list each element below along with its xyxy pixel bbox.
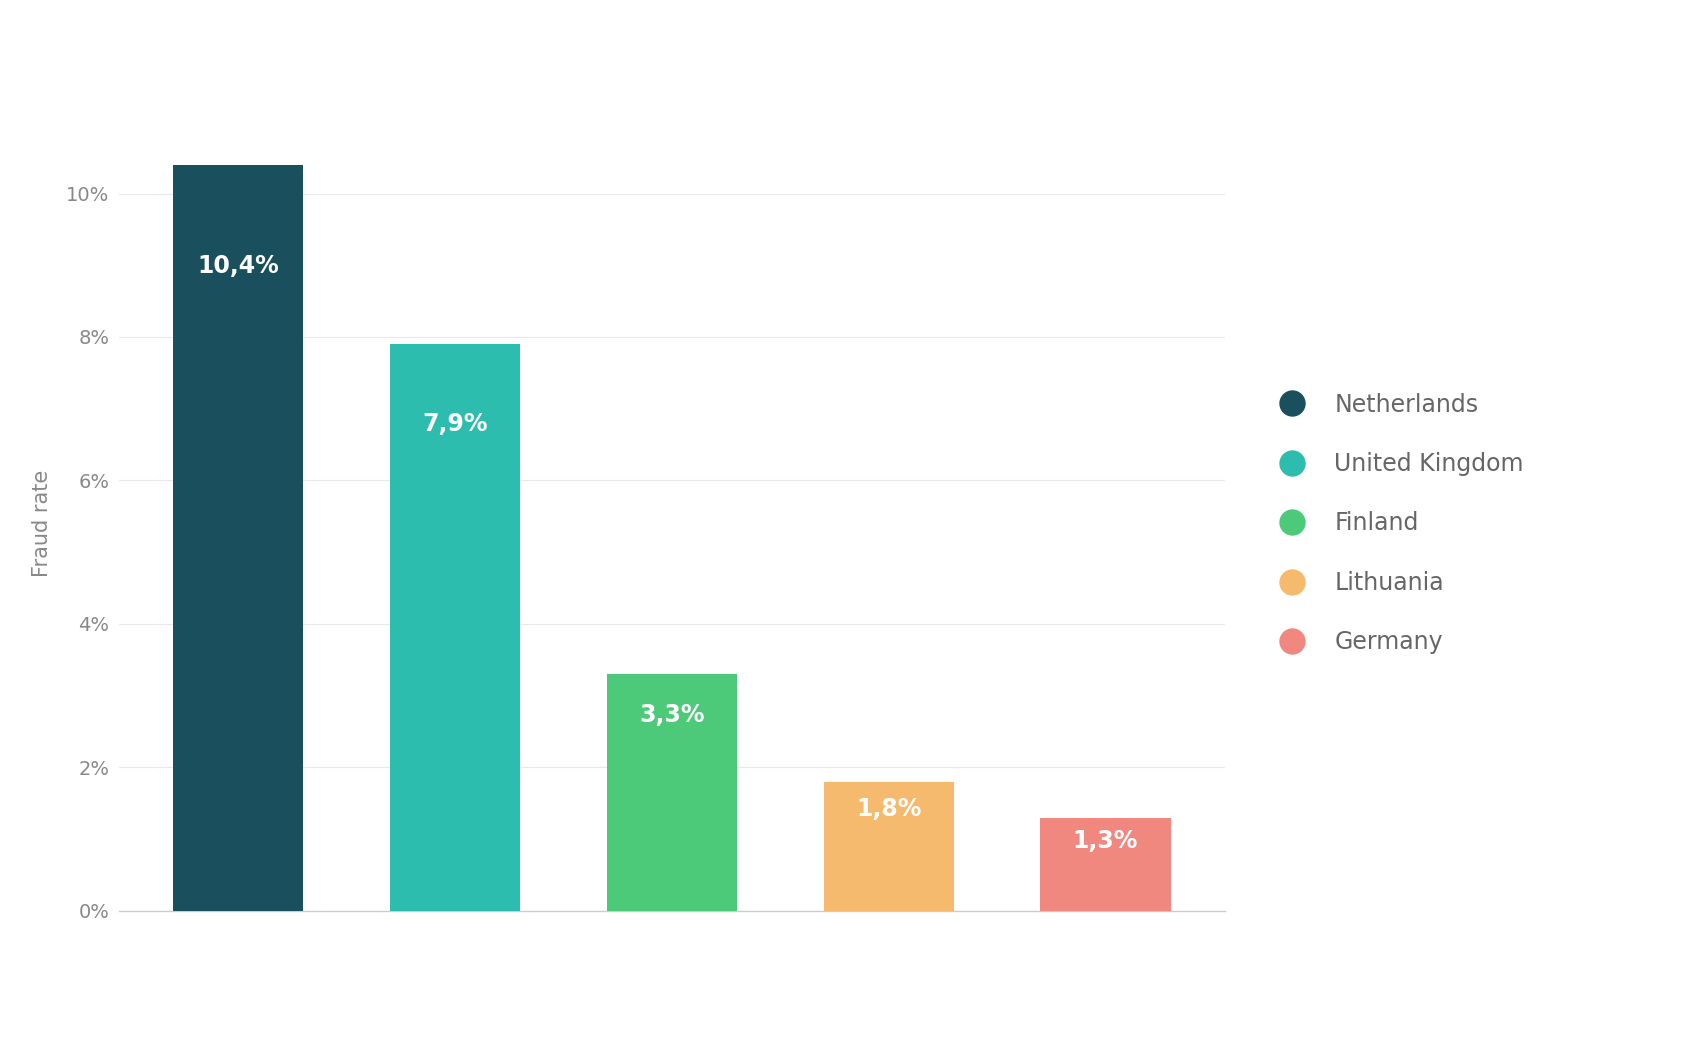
Bar — [174, 164, 303, 911]
Text: 3,3%: 3,3% — [640, 703, 704, 727]
Bar — [390, 344, 521, 911]
Legend: Netherlands, United Kingdom, Finland, Lithuania, Germany: Netherlands, United Kingdom, Finland, Li… — [1259, 383, 1533, 664]
Text: 7,9%: 7,9% — [422, 413, 488, 437]
Bar — [1041, 818, 1170, 911]
Text: 1,8%: 1,8% — [856, 797, 922, 821]
Text: 1,3%: 1,3% — [1073, 829, 1138, 853]
Text: 10,4%: 10,4% — [197, 254, 279, 279]
Bar — [823, 782, 954, 911]
Bar — [607, 674, 737, 911]
Y-axis label: Fraud rate: Fraud rate — [32, 470, 53, 577]
